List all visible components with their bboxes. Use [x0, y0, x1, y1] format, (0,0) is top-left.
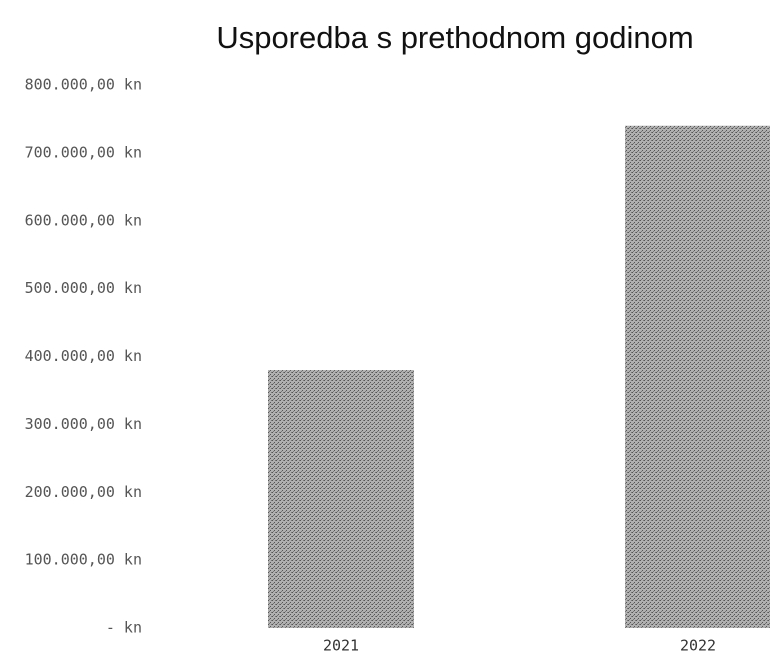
y-tick-label: 700.000,00 kn — [25, 143, 142, 161]
y-tick-label: 200.000,00 kn — [25, 483, 142, 501]
y-tick-label: - kn — [106, 619, 142, 637]
chart-title: Usporedba s prethodnom godinom — [216, 20, 693, 55]
y-tick-label: 500.000,00 kn — [25, 279, 142, 297]
bar — [268, 370, 414, 628]
bar — [625, 125, 770, 628]
x-tick-label: 2022 — [680, 637, 716, 655]
y-tick-label: 100.000,00 kn — [25, 551, 142, 569]
y-tick-label: 300.000,00 kn — [25, 415, 142, 433]
y-tick-label: 800.000,00 kn — [25, 76, 142, 94]
y-tick-label: 600.000,00 kn — [25, 211, 142, 229]
x-tick-label: 2021 — [323, 637, 359, 655]
y-tick-label: 400.000,00 kn — [25, 347, 142, 365]
